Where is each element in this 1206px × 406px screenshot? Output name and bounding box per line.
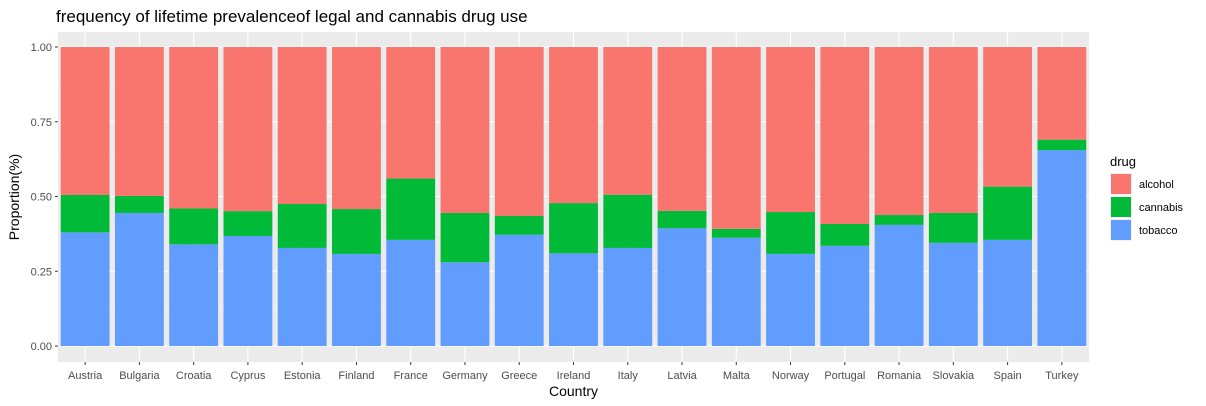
y-tick-label: 0.25 — [31, 266, 52, 278]
bar-tobacco-bulgaria — [114, 212, 164, 346]
bar-cannabis-spain — [983, 186, 1033, 240]
legend-title: drug — [1110, 154, 1136, 169]
x-tick-label: Turkey — [1045, 370, 1079, 382]
x-tick-label: Portugal — [824, 370, 865, 382]
x-tick-label: Italy — [618, 370, 639, 382]
x-tick-label: Cyprus — [230, 370, 265, 382]
bar-alcohol-germany — [440, 47, 490, 213]
y-axis: 0.00 0.25 0.50 0.75 1.00 — [31, 42, 58, 353]
x-tick-label: Finland — [338, 370, 374, 382]
x-axis: Austria Bulgaria Croatia Cyprus Estonia Finla… — [68, 362, 1079, 382]
bar-tobacco-malta — [711, 237, 761, 346]
x-tick-label: Romania — [877, 370, 922, 382]
x-tick-label: Ireland — [557, 370, 591, 382]
legend-label-alcohol: alcohol — [1139, 179, 1174, 191]
bar-cannabis-ireland — [549, 203, 598, 254]
bar-cannabis-portugal — [820, 224, 870, 246]
bar-alcohol-greece — [494, 47, 544, 216]
bar-cannabis-croatia — [169, 208, 219, 245]
x-tick-label: Spain — [994, 370, 1022, 382]
bar-alcohol-estonia — [277, 47, 327, 204]
legend-key-cannabis — [1111, 197, 1131, 217]
y-axis-title: Proportion(%) — [6, 154, 22, 240]
x-tick-label: Latvia — [667, 370, 697, 382]
x-tick-label: France — [394, 370, 428, 382]
bar-cannabis-norway — [766, 212, 815, 254]
bar-tobacco-germany — [440, 262, 490, 346]
x-tick-label: Croatia — [176, 370, 212, 382]
legend-key-tobacco — [1111, 220, 1131, 240]
bar-cannabis-germany — [440, 212, 490, 263]
bar-tobacco-romania — [874, 224, 924, 346]
legend-key-alcohol — [1111, 174, 1131, 194]
bar-tobacco-slovakia — [928, 242, 978, 346]
x-tick-label: Norway — [772, 370, 810, 382]
bar-cannabis-bulgaria — [114, 195, 164, 213]
bar-tobacco-greece — [494, 234, 544, 346]
bar-tobacco-ireland — [549, 253, 598, 346]
legend-label-cannabis: cannabis — [1139, 202, 1184, 214]
bar-tobacco-austria — [60, 232, 110, 346]
x-tick-label: Germany — [442, 370, 488, 382]
x-tick-label: Slovakia — [933, 370, 975, 382]
legend-label-tobacco: tobacco — [1139, 225, 1178, 237]
bar-alcohol-malta — [711, 47, 761, 229]
bar-alcohol-turkey — [1037, 47, 1087, 140]
bar-cannabis-france — [386, 178, 436, 240]
bar-cannabis-cyprus — [223, 211, 273, 236]
bar-alcohol-bulgaria — [114, 47, 164, 196]
bar-alcohol-france — [386, 47, 436, 179]
x-tick-label: Malta — [723, 370, 751, 382]
x-tick-label: Austria — [68, 370, 103, 382]
bar-cannabis-austria — [60, 195, 110, 233]
bar-alcohol-finland — [332, 47, 381, 210]
y-tick-label: 0.00 — [31, 341, 52, 353]
x-tick-label: Bulgaria — [119, 370, 160, 382]
bar-tobacco-finland — [332, 253, 381, 346]
bar-alcohol-slovakia — [928, 47, 978, 213]
bar-tobacco-france — [386, 239, 436, 346]
bar-alcohol-cyprus — [223, 47, 273, 212]
bar-cannabis-turkey — [1037, 139, 1087, 151]
bar-tobacco-cyprus — [223, 235, 273, 346]
bar-cannabis-italy — [603, 194, 653, 248]
bar-alcohol-norway — [766, 47, 815, 213]
bar-tobacco-croatia — [169, 244, 219, 346]
bar-cannabis-greece — [494, 215, 544, 235]
bar-tobacco-norway — [766, 253, 815, 346]
bar-tobacco-portugal — [820, 245, 870, 346]
y-tick-label: 1.00 — [31, 42, 52, 54]
y-tick-label: 0.50 — [31, 192, 52, 204]
bar-tobacco-latvia — [657, 228, 707, 346]
chart-title: frequency of lifetime prevalenceof legal… — [56, 7, 528, 26]
bar-alcohol-italy — [603, 47, 653, 195]
legend: drug alcohol cannabis tobacco — [1110, 154, 1184, 241]
bar-alcohol-latvia — [657, 47, 707, 211]
x-tick-label: Greece — [501, 370, 537, 382]
bar-tobacco-italy — [603, 247, 653, 346]
bar-alcohol-romania — [874, 47, 924, 216]
bar-tobacco-spain — [983, 239, 1033, 346]
bar-tobacco-turkey — [1037, 150, 1087, 346]
bar-cannabis-malta — [711, 228, 761, 238]
bar-cannabis-finland — [332, 209, 381, 254]
bar-alcohol-croatia — [169, 47, 219, 209]
bar-alcohol-ireland — [549, 47, 598, 204]
bar-cannabis-romania — [874, 215, 924, 225]
bar-alcohol-portugal — [820, 47, 870, 225]
x-axis-title: Country — [549, 383, 598, 399]
bar-cannabis-slovakia — [928, 212, 978, 243]
bar-tobacco-estonia — [277, 247, 327, 346]
x-tick-label: Estonia — [284, 370, 322, 382]
bar-cannabis-latvia — [657, 210, 707, 229]
bar-alcohol-spain — [983, 47, 1033, 187]
y-tick-label: 0.75 — [31, 117, 52, 129]
bar-alcohol-austria — [60, 47, 110, 196]
bar-cannabis-estonia — [277, 203, 327, 248]
bars — [60, 47, 1087, 346]
